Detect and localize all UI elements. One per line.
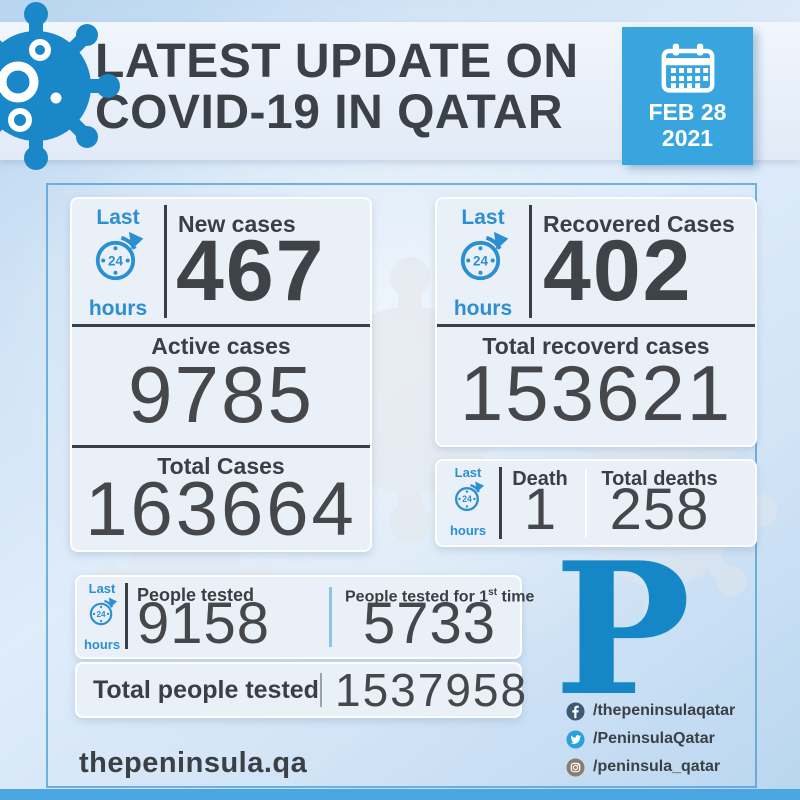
total-cases-value: 163664 bbox=[85, 467, 357, 552]
divider bbox=[437, 324, 755, 327]
last-label: Last bbox=[88, 581, 116, 596]
svg-text:24: 24 bbox=[108, 254, 124, 269]
instagram-handle: /peninsula_qatar bbox=[593, 758, 721, 775]
new-cases-label: New cases bbox=[178, 211, 296, 237]
svg-text:24: 24 bbox=[462, 494, 472, 504]
deaths-card: Last 24 hours Death 1 Total deaths 258 bbox=[435, 459, 757, 547]
clock-24-hours-icon: 24 bbox=[454, 480, 485, 512]
total-tested-label: Total people tested bbox=[93, 676, 319, 704]
new-cases-value: 467 bbox=[176, 223, 326, 319]
divider bbox=[499, 467, 502, 539]
social-links: /thepeninsulaqatar /PeninsulaQatar /peni… bbox=[566, 701, 735, 785]
divider bbox=[164, 205, 167, 318]
deaths-value: 1 bbox=[523, 477, 557, 542]
clock-24-hours-icon: 24 bbox=[95, 229, 146, 281]
title-line-2: COVID-19 IN QATAR bbox=[95, 86, 564, 139]
divider bbox=[529, 205, 532, 318]
deaths-label: Death bbox=[512, 468, 568, 490]
last-label: Last bbox=[96, 206, 140, 229]
calendar-icon bbox=[661, 43, 714, 93]
hours-label: hours bbox=[449, 523, 487, 538]
cases-card: Last 24 hours New cases 467 Active cases… bbox=[70, 197, 372, 552]
twitter-handle: /PeninsulaQatar bbox=[593, 730, 715, 747]
first-time-tested-value: 5733 bbox=[363, 591, 497, 656]
recovered-card: Last 24 hours Recovered Cases 402 Total … bbox=[435, 197, 757, 447]
instagram-link: /peninsula_qatar bbox=[566, 757, 735, 777]
divider bbox=[72, 324, 370, 327]
recovered-cases-label: Recovered Cases bbox=[543, 211, 735, 237]
total-deaths-label: Total deaths bbox=[601, 468, 718, 490]
date-year: 2021 bbox=[661, 124, 714, 151]
divider bbox=[320, 673, 322, 707]
divider bbox=[72, 445, 370, 448]
date-badge: FEB 28 2021 bbox=[622, 27, 753, 165]
people-tested-label: People tested bbox=[137, 585, 255, 605]
last-label: Last bbox=[454, 465, 482, 480]
last-24-hours-badge: Last 24 hours bbox=[439, 461, 497, 538]
hours-label: hours bbox=[453, 297, 513, 320]
total-recovered-label: Total recoverd cases bbox=[482, 333, 710, 359]
divider bbox=[125, 583, 128, 649]
clock-24-hours-icon: 24 bbox=[460, 229, 511, 281]
page-title: LATEST UPDATE ON COVID-19 IN QATAR bbox=[95, 36, 579, 138]
svg-text:24: 24 bbox=[96, 610, 106, 619]
total-cases-label: Total Cases bbox=[157, 453, 285, 479]
last-24-hours-badge: Last 24 hours bbox=[437, 199, 529, 324]
date-month-day: FEB 28 bbox=[648, 98, 727, 125]
divider bbox=[329, 587, 332, 647]
peninsula-p-logo: P bbox=[554, 522, 691, 736]
virus-icon bbox=[0, 0, 148, 189]
active-cases-label: Active cases bbox=[151, 333, 291, 359]
people-tested-value: 9158 bbox=[137, 591, 271, 656]
twitter-icon bbox=[566, 729, 585, 749]
total-tested-card: Total people tested 1537958 bbox=[75, 662, 526, 718]
instagram-icon bbox=[566, 757, 585, 777]
recovered-cases-value: 402 bbox=[543, 223, 693, 319]
facebook-icon bbox=[566, 701, 585, 721]
title-line-1: LATEST UPDATE ON bbox=[95, 35, 579, 88]
hours-label: hours bbox=[88, 297, 148, 320]
facebook-link: /thepeninsulaqatar bbox=[566, 701, 735, 721]
website-url: thepeninsula.qa bbox=[79, 747, 308, 779]
active-cases-value: 9785 bbox=[128, 350, 314, 439]
clock-24-hours-icon: 24 bbox=[89, 596, 118, 626]
divider bbox=[585, 469, 587, 537]
total-tested-value: 1537958 bbox=[335, 664, 529, 716]
bottom-bar bbox=[0, 789, 800, 800]
hours-label: hours bbox=[83, 637, 121, 652]
twitter-link: /PeninsulaQatar bbox=[566, 729, 735, 749]
tested-card: Last 24 hours People tested 9158 People … bbox=[75, 575, 534, 659]
total-deaths-value: 258 bbox=[609, 477, 710, 542]
total-recovered-value: 153621 bbox=[459, 349, 733, 437]
first-time-tested-label: People tested for 1st time bbox=[345, 587, 535, 606]
last-24-hours-badge: Last 24 hours bbox=[79, 577, 125, 652]
svg-text:24: 24 bbox=[473, 254, 489, 269]
last-24-hours-badge: Last 24 hours bbox=[72, 199, 164, 324]
last-label: Last bbox=[461, 206, 505, 229]
facebook-handle: /thepeninsulaqatar bbox=[593, 702, 736, 719]
